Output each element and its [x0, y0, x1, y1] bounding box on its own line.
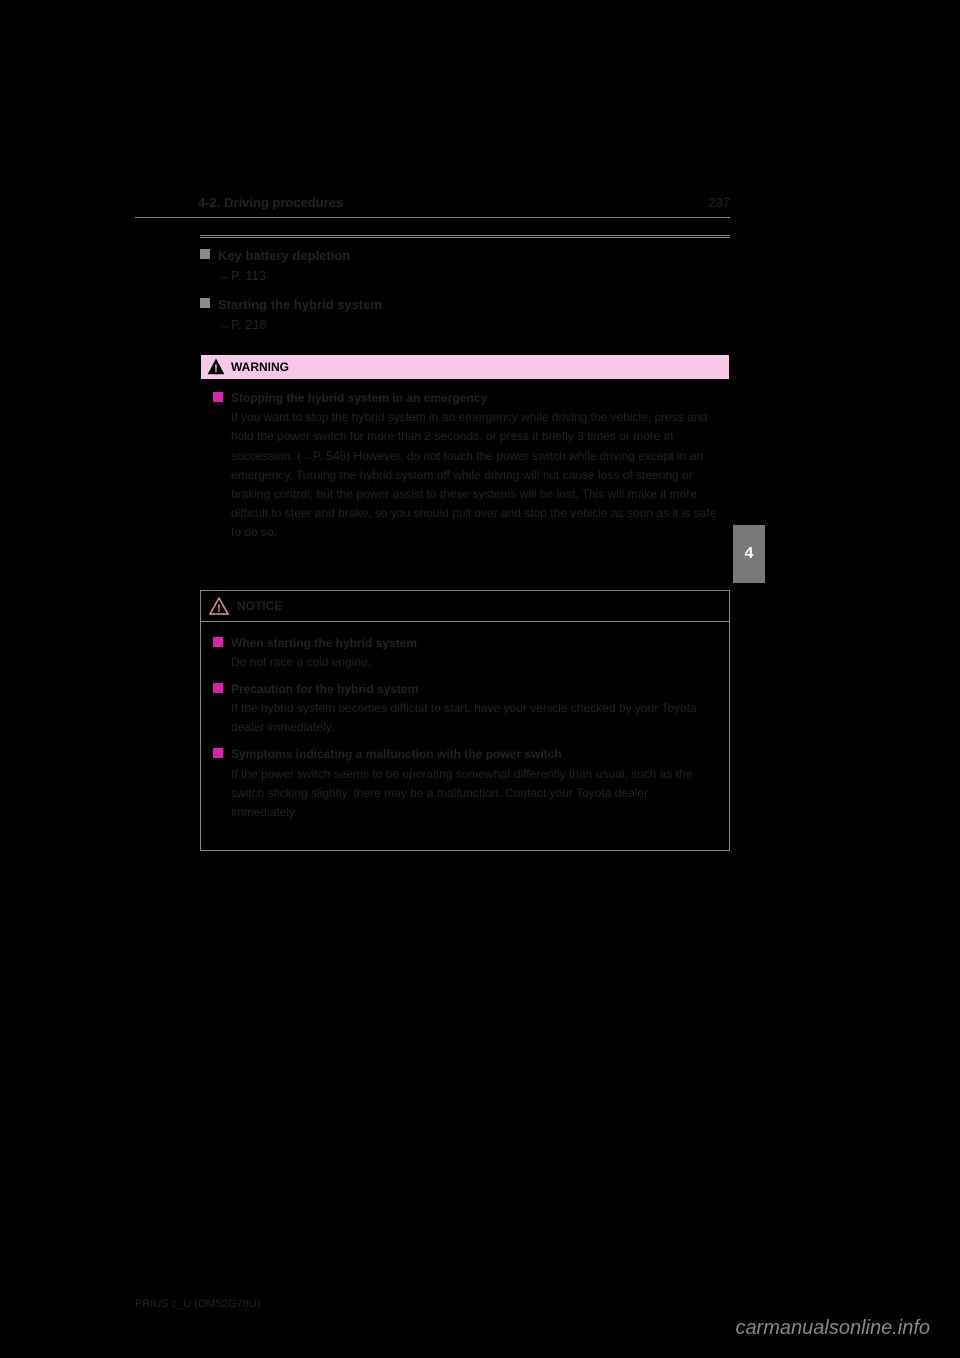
notice-text: Symptoms indicating a malfunction with t… [231, 745, 717, 822]
warning-text: Stopping the hybrid system in an emergen… [231, 389, 717, 543]
svg-text:!: ! [217, 603, 221, 615]
section-body: →P. 113 [218, 268, 266, 283]
notice-item-body: If the power switch seems to be operatin… [231, 767, 692, 819]
section-heading: Key battery depletion [218, 248, 350, 263]
svg-text:!: ! [214, 363, 218, 375]
notice-item-body: If the hybrid system becomes difficult t… [231, 701, 697, 734]
info-section: Key battery depletion →P. 113 [200, 246, 730, 285]
notice-item-heading: Symptoms indicating a malfunction with t… [231, 747, 562, 761]
warning-box: ! WARNING Stopping the hybrid system in … [200, 354, 730, 562]
chapter-tab: 4 [733, 525, 765, 583]
notice-item: When starting the hybrid system Do not r… [213, 634, 717, 672]
notice-item-heading: Precaution for the hybrid system [231, 682, 418, 696]
notice-text: When starting the hybrid system Do not r… [231, 634, 417, 672]
square-bullet-icon [200, 298, 210, 308]
warning-label: WARNING [231, 360, 289, 374]
warning-triangle-icon: ! [207, 358, 225, 376]
warning-body: Stopping the hybrid system in an emergen… [201, 379, 729, 561]
notice-item-heading: When starting the hybrid system [231, 636, 417, 650]
double-line-divider [200, 235, 730, 238]
notice-body: When starting the hybrid system Do not r… [201, 622, 729, 851]
footer-code: PRIUS c_U (OM52G78U) [135, 1298, 260, 1310]
notice-item: Precaution for the hybrid system If the … [213, 680, 717, 738]
warning-header: ! WARNING [201, 355, 729, 379]
page-number: 237 [708, 195, 730, 210]
magenta-bullet-icon [213, 637, 223, 647]
notice-triangle-icon: ! [209, 597, 229, 615]
magenta-bullet-icon [213, 748, 223, 758]
square-bullet-icon [200, 249, 210, 259]
warning-item: Stopping the hybrid system in an emergen… [213, 389, 717, 543]
section-heading: Starting the hybrid system [218, 297, 382, 312]
footer-watermark: carmanualsonline.info [735, 1317, 930, 1340]
notice-label: NOTICE [237, 599, 282, 613]
notice-box: ! NOTICE When starting the hybrid system… [200, 590, 730, 852]
notice-header: ! NOTICE [201, 591, 729, 622]
magenta-bullet-icon [213, 392, 223, 402]
header-divider [135, 217, 730, 218]
section-text: Starting the hybrid system →P. 218 [218, 295, 382, 334]
warning-item-heading: Stopping the hybrid system in an emergen… [231, 391, 487, 405]
warning-item-body: If you want to stop the hybrid system in… [231, 410, 716, 539]
section-body: →P. 218 [218, 317, 267, 332]
notice-item: Symptoms indicating a malfunction with t… [213, 745, 717, 822]
notice-item-body: Do not race a cold engine. [231, 655, 371, 669]
info-section: Starting the hybrid system →P. 218 [200, 295, 730, 334]
magenta-bullet-icon [213, 683, 223, 693]
section-header: 4-2. Driving procedures [198, 195, 343, 210]
chapter-number: 4 [745, 545, 754, 563]
content-area: Key battery depletion →P. 113 Starting t… [200, 235, 730, 851]
section-text: Key battery depletion →P. 113 [218, 246, 350, 285]
notice-text: Precaution for the hybrid system If the … [231, 680, 717, 738]
